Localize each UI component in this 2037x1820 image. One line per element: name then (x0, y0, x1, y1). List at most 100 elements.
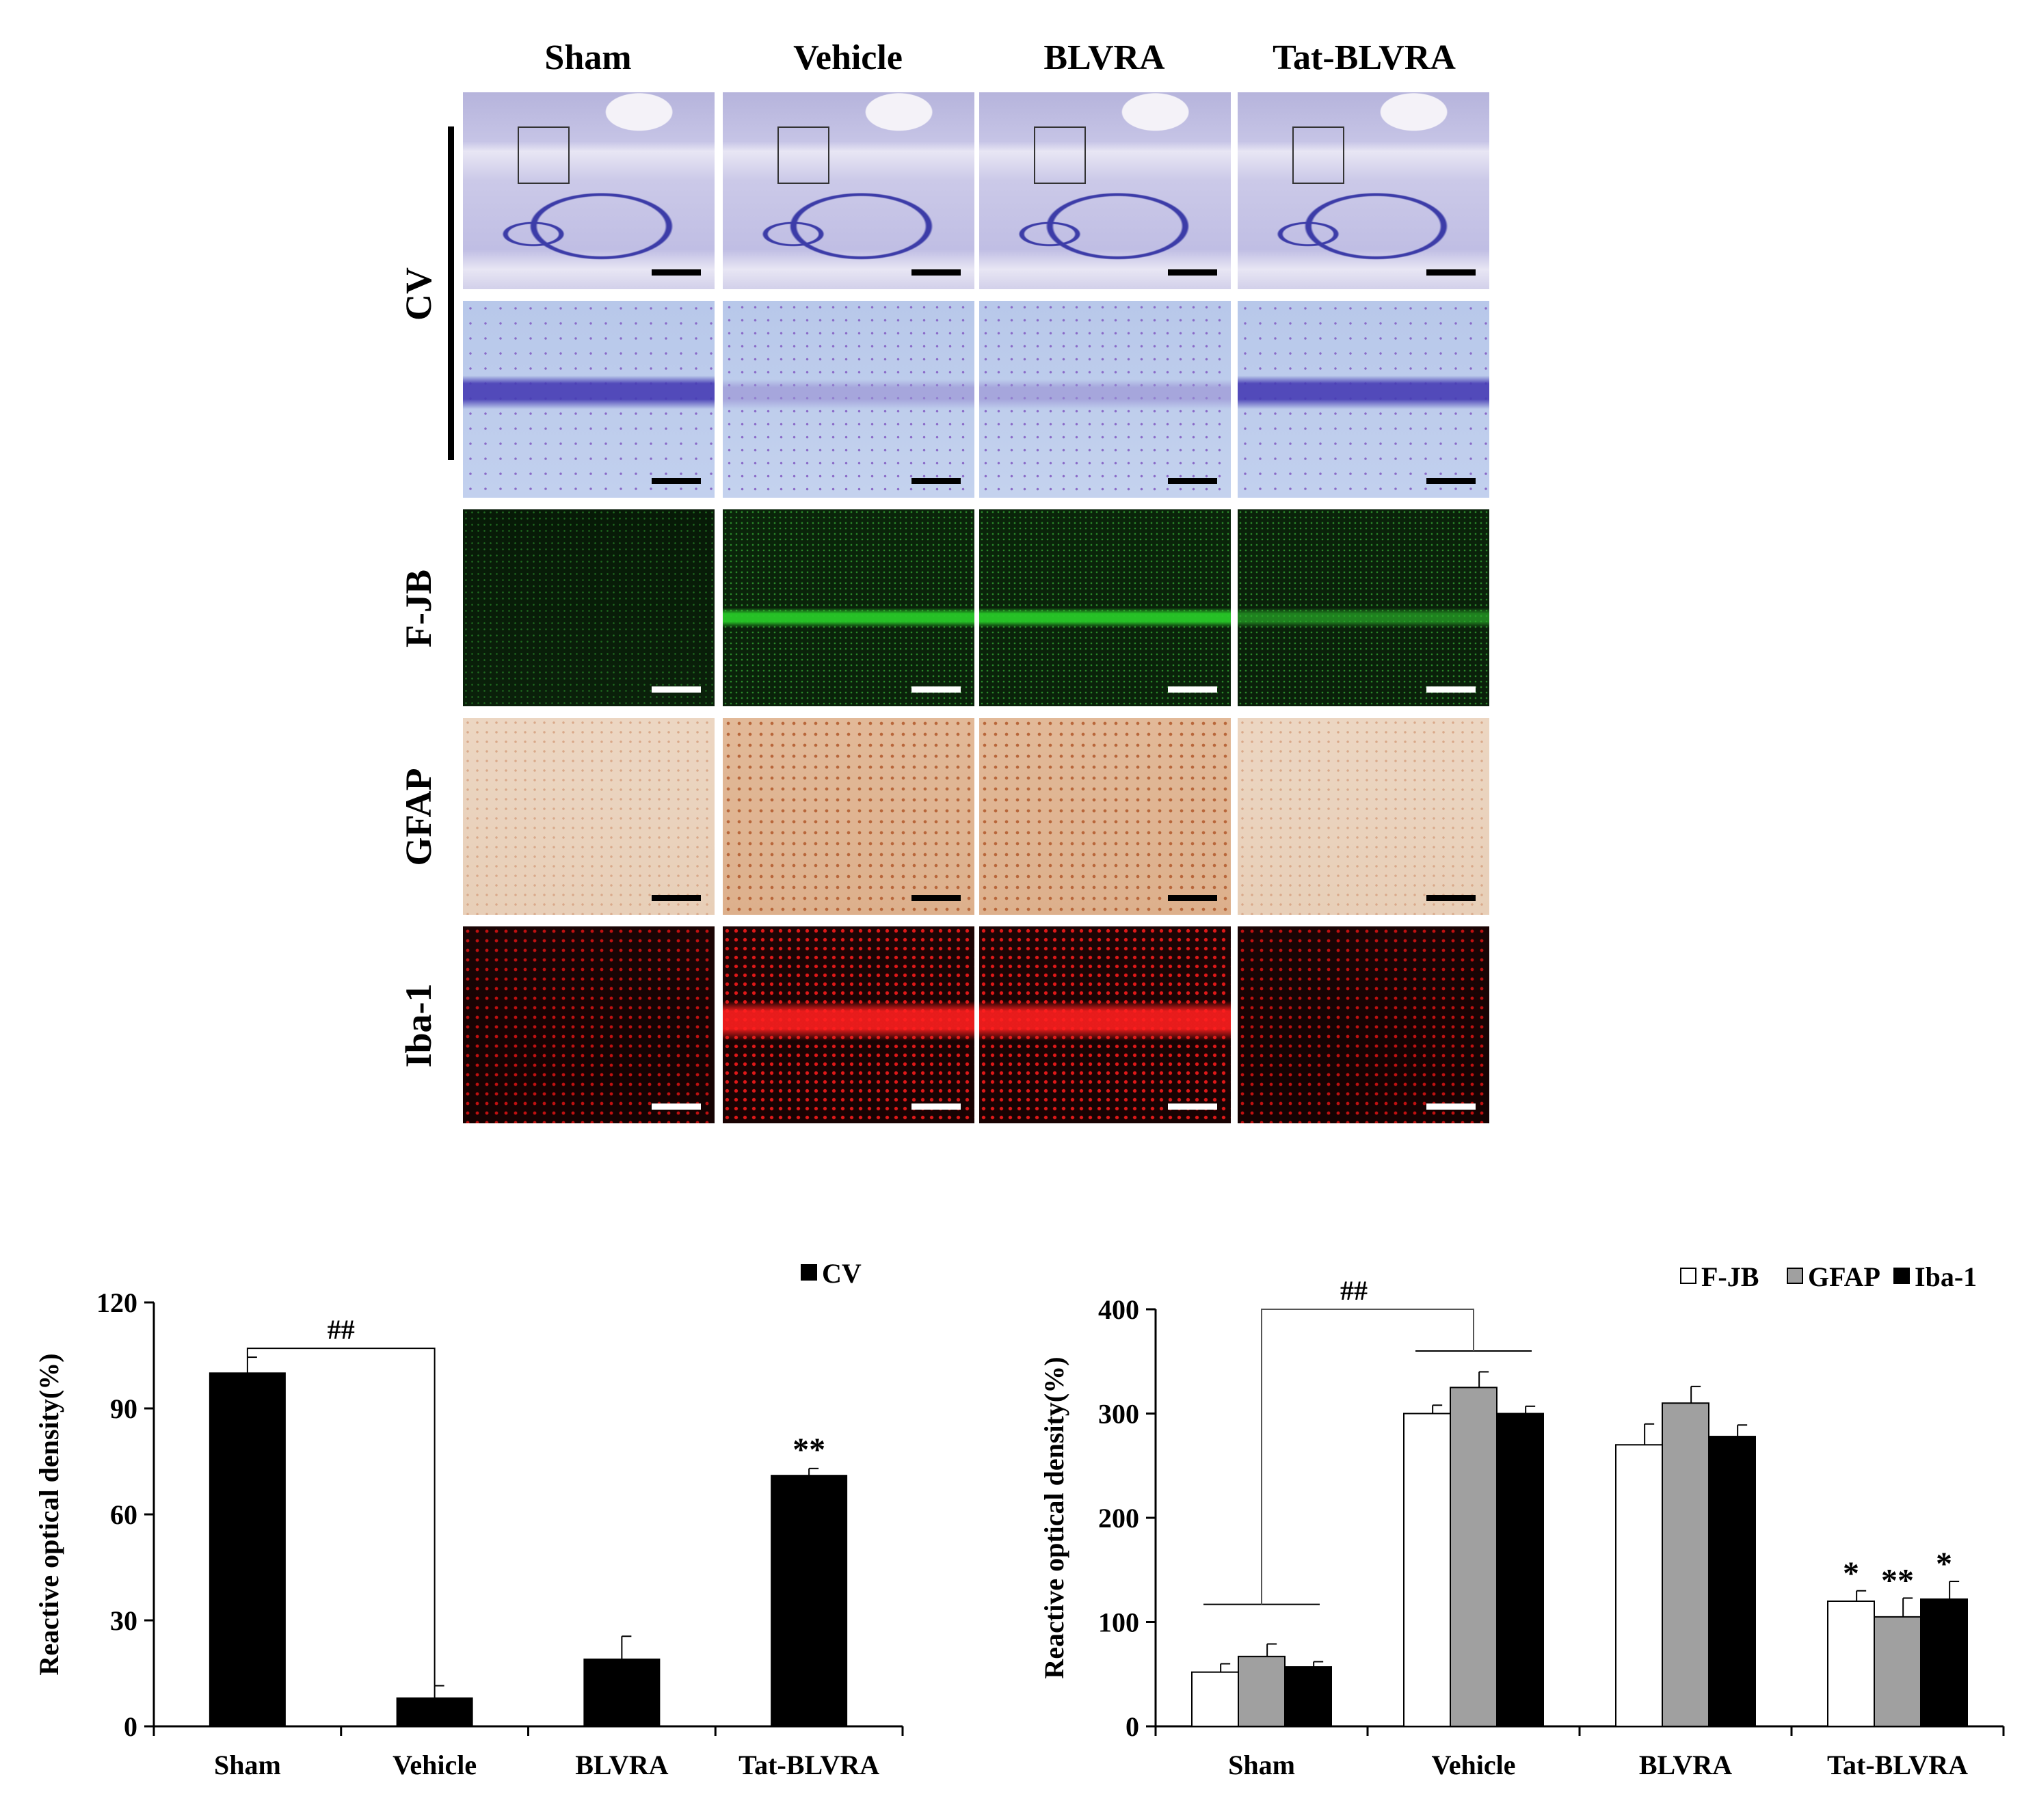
cv-high-mag-vehicle (723, 301, 974, 498)
significance-label: * (1936, 1546, 1952, 1582)
y-tick-label: 300 (1098, 1399, 1139, 1430)
category-label: Tat-BLVRA (738, 1750, 879, 1780)
category-label: Tat-BLVRA (1827, 1750, 1968, 1780)
scale-bar (1168, 478, 1217, 484)
y-tick-label: 400 (1098, 1294, 1139, 1325)
bar-gfap-tat-blvra (1874, 1616, 1921, 1727)
bar-f-jb-sham (1191, 1671, 1239, 1728)
category-label: Sham (1228, 1750, 1295, 1780)
scale-bar (1426, 895, 1476, 901)
category-label: Vehicle (392, 1750, 477, 1780)
scale-bar (1168, 269, 1217, 276)
legend-label: F-JB (1701, 1261, 1759, 1292)
region-box (1034, 126, 1086, 184)
legend-swatch (1680, 1268, 1696, 1284)
cv-high-mag-sham (463, 301, 715, 498)
scale-bar (1426, 1103, 1476, 1110)
significance-label: * (1843, 1555, 1859, 1592)
category-label: BLVRA (1639, 1750, 1732, 1780)
legend-swatch (1787, 1268, 1803, 1284)
fjb-blvra (979, 509, 1231, 706)
bar-iba-1-tat-blvra (1920, 1598, 1968, 1728)
legend-swatch (801, 1264, 817, 1281)
bar-iba-1-blvra (1708, 1436, 1756, 1727)
significance-label: ** (1881, 1562, 1914, 1598)
legend-label: GFAP (1808, 1261, 1880, 1292)
scale-bar (911, 1103, 961, 1110)
iba1-tat-blvra (1238, 926, 1489, 1123)
y-tick-label: 200 (1098, 1503, 1139, 1534)
y-tick-label: 120 (96, 1287, 137, 1318)
scale-bar (911, 686, 961, 693)
legend-swatch (1893, 1268, 1910, 1284)
bar-f-jb-tat-blvra (1827, 1601, 1875, 1727)
iba1-blvra (979, 926, 1231, 1123)
fjb-vehicle (723, 509, 974, 706)
y-axis-label: Reactive optical density(%) (1039, 1356, 1069, 1678)
bar-gfap-sham (1238, 1655, 1286, 1728)
scale-bar (1426, 269, 1476, 276)
gfap-vehicle (723, 718, 974, 915)
gfap-tat-blvra (1238, 718, 1489, 915)
bar-iba-1-vehicle (1496, 1413, 1544, 1727)
scale-bar (911, 478, 961, 484)
scale-bar (1168, 1103, 1217, 1110)
bar-cv-sham (209, 1372, 286, 1728)
column-label-tat-blvra: Tat-BLVRA (1273, 38, 1456, 77)
scale-bar (911, 269, 961, 276)
gfap-blvra (979, 718, 1231, 915)
category-label: BLVRA (575, 1750, 668, 1780)
y-tick-label: 100 (1098, 1607, 1139, 1638)
markers-bar-chart: 0 100 200 300 400 Reactive optical density(%)… (1039, 1261, 2005, 1780)
region-box (1292, 126, 1344, 184)
cv-bar-chart: 0 30 60 90 120 Reactive optical density(%) Sha… (34, 1258, 904, 1780)
scale-bar (1168, 895, 1217, 901)
scale-bar (652, 686, 701, 693)
legend-label: Iba-1 (1915, 1261, 1977, 1292)
bar-cv-tat-blvra (771, 1475, 848, 1727)
scale-bar (1426, 478, 1476, 484)
bar-iba-1-sham (1284, 1666, 1332, 1728)
cv-high-mag-blvra (979, 301, 1231, 498)
fjb-sham (463, 509, 715, 706)
scale-bar (1168, 686, 1217, 693)
row-label-gfap: GFAP (398, 768, 439, 866)
fjb-tat-blvra (1238, 509, 1489, 706)
bar-f-jb-vehicle (1403, 1413, 1451, 1727)
row-label-fjb: F-JB (398, 570, 439, 647)
cv-low-mag-sham (463, 92, 715, 289)
significance-bracket (246, 1348, 436, 1686)
cv-bracket-line (448, 126, 454, 460)
cv-low-mag-tat-blvra (1238, 92, 1489, 289)
cv-low-mag-vehicle (723, 92, 974, 289)
y-tick-label: 90 (110, 1393, 137, 1424)
column-label-blvra: BLVRA (1043, 38, 1165, 77)
gfap-sham (463, 718, 715, 915)
row-label-iba1: Iba-1 (398, 983, 439, 1068)
bar-gfap-blvra (1662, 1402, 1709, 1727)
column-label-vehicle: Vehicle (793, 38, 903, 77)
column-label-sham: Sham (544, 38, 632, 77)
row-label-cv: CV (398, 267, 439, 321)
region-box (777, 126, 829, 184)
region-box (518, 126, 570, 184)
scale-bar (652, 269, 701, 276)
category-label: Sham (214, 1750, 281, 1780)
scale-bar (911, 895, 961, 901)
significance-bracket (1261, 1309, 1474, 1605)
scale-bar (652, 895, 701, 901)
bar-cv-blvra (583, 1658, 661, 1727)
scale-bar (652, 1103, 701, 1110)
y-tick-label: 30 (110, 1605, 137, 1636)
iba1-sham (463, 926, 715, 1123)
bar-f-jb-blvra (1615, 1444, 1663, 1727)
y-tick-label: 60 (110, 1499, 137, 1530)
iba1-vehicle (723, 926, 974, 1123)
significance-label: ## (328, 1314, 355, 1345)
y-tick-label: 0 (1126, 1711, 1139, 1742)
legend-label: CV (822, 1258, 862, 1289)
significance-label: ## (1340, 1275, 1368, 1306)
scale-bar (1426, 686, 1476, 693)
scale-bar (652, 478, 701, 484)
significance-label: ** (793, 1432, 825, 1468)
